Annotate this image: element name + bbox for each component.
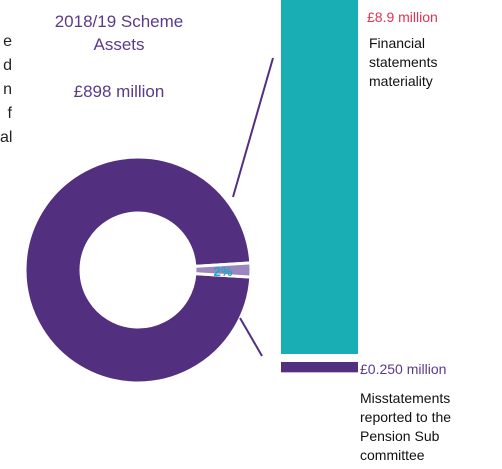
cropped-side-text: e d n f al (0, 30, 12, 150)
misstatement-category-label: committee (360, 447, 425, 463)
side-text-line: d (3, 57, 12, 74)
chart-title: 2018/19 Scheme Assets (54, 12, 184, 54)
side-text-line: f (7, 105, 12, 122)
misstatement-category-label: reported to the (360, 409, 451, 425)
misstatement-bar (281, 362, 358, 373)
side-text-line: e (3, 33, 12, 50)
donut-slice-main (23, 155, 253, 385)
donut-percent-label: 2% (214, 264, 233, 279)
misstatement-value-label: £0.250 million (360, 361, 446, 377)
materiality-category-label: materiality (369, 73, 433, 89)
misstatement-category-label: Misstatements (360, 390, 450, 406)
materiality-category-label: statements (369, 54, 437, 70)
total-assets-label: £898 million (73, 82, 165, 101)
connector-line-bottom (239, 317, 263, 357)
materiality-category-label: Financial (369, 35, 425, 51)
materiality-value-label: £8.9 million (367, 9, 438, 25)
materiality-bar (281, 0, 358, 354)
donut-slice-small (193, 261, 253, 279)
side-text-line: n (3, 81, 12, 98)
side-text-line: al (0, 129, 12, 146)
misstatement-category-label: Pension Sub (360, 428, 440, 444)
connector-line-top (232, 57, 274, 198)
